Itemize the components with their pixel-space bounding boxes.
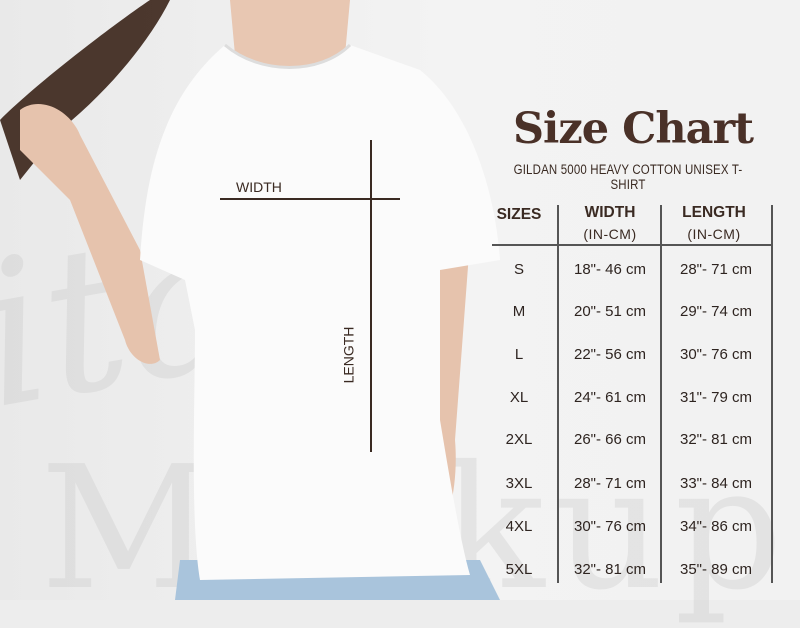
page-title: Size Chart	[512, 104, 754, 154]
cell-length: 30"- 76 cm	[679, 346, 753, 363]
header-sizes: SIZES	[496, 206, 542, 223]
cell-length: 31"- 79 cm	[679, 389, 753, 406]
width-label: WIDTH	[236, 179, 282, 195]
table-right-border	[771, 205, 773, 583]
cell-length: 33"- 84 cm	[679, 475, 753, 492]
cell-width: 20"- 51 cm	[573, 303, 647, 320]
length-label: LENGTH	[340, 326, 357, 384]
header-divider	[492, 244, 772, 246]
length-measure-line	[370, 140, 372, 452]
cell-size: S	[513, 261, 524, 278]
cell-width: 24"- 61 cm	[573, 389, 647, 406]
subtitle: GILDAN 5000 HEAVY COTTON UNISEX T-SHIRT	[513, 162, 743, 192]
cell-width: 22"- 56 cm	[573, 346, 647, 363]
width-measure-line	[220, 198, 400, 200]
header-width-unit: (IN-CM)	[583, 226, 637, 242]
cell-width: 18"- 46 cm	[573, 261, 647, 278]
cell-width: 30"- 76 cm	[573, 518, 647, 535]
column-divider	[660, 205, 662, 583]
cell-width: 28"- 71 cm	[573, 475, 647, 492]
cell-length: 34"- 86 cm	[679, 518, 753, 535]
cell-size: 2XL	[505, 431, 533, 448]
t-shirt	[140, 45, 500, 580]
cell-size: 5XL	[505, 561, 533, 578]
header-width: WIDTH	[584, 204, 636, 221]
cell-size: 4XL	[505, 518, 533, 535]
cell-length: 32"- 81 cm	[679, 431, 753, 448]
cell-length: 28"- 71 cm	[679, 261, 753, 278]
cell-length: 35"- 89 cm	[679, 561, 753, 578]
cell-size: M	[512, 303, 526, 320]
header-length-unit: (IN-CM)	[687, 226, 741, 242]
cell-size: 3XL	[505, 475, 533, 492]
neck	[230, 0, 350, 74]
cell-width: 26"- 66 cm	[573, 431, 647, 448]
cell-length: 29"- 74 cm	[679, 303, 753, 320]
cell-size: L	[514, 346, 524, 363]
cell-width: 32"- 81 cm	[573, 561, 647, 578]
header-length: LENGTH	[682, 204, 746, 221]
model-photo	[0, 0, 500, 600]
column-divider	[557, 205, 559, 583]
cell-size: XL	[509, 389, 529, 406]
arm-left	[20, 104, 160, 364]
